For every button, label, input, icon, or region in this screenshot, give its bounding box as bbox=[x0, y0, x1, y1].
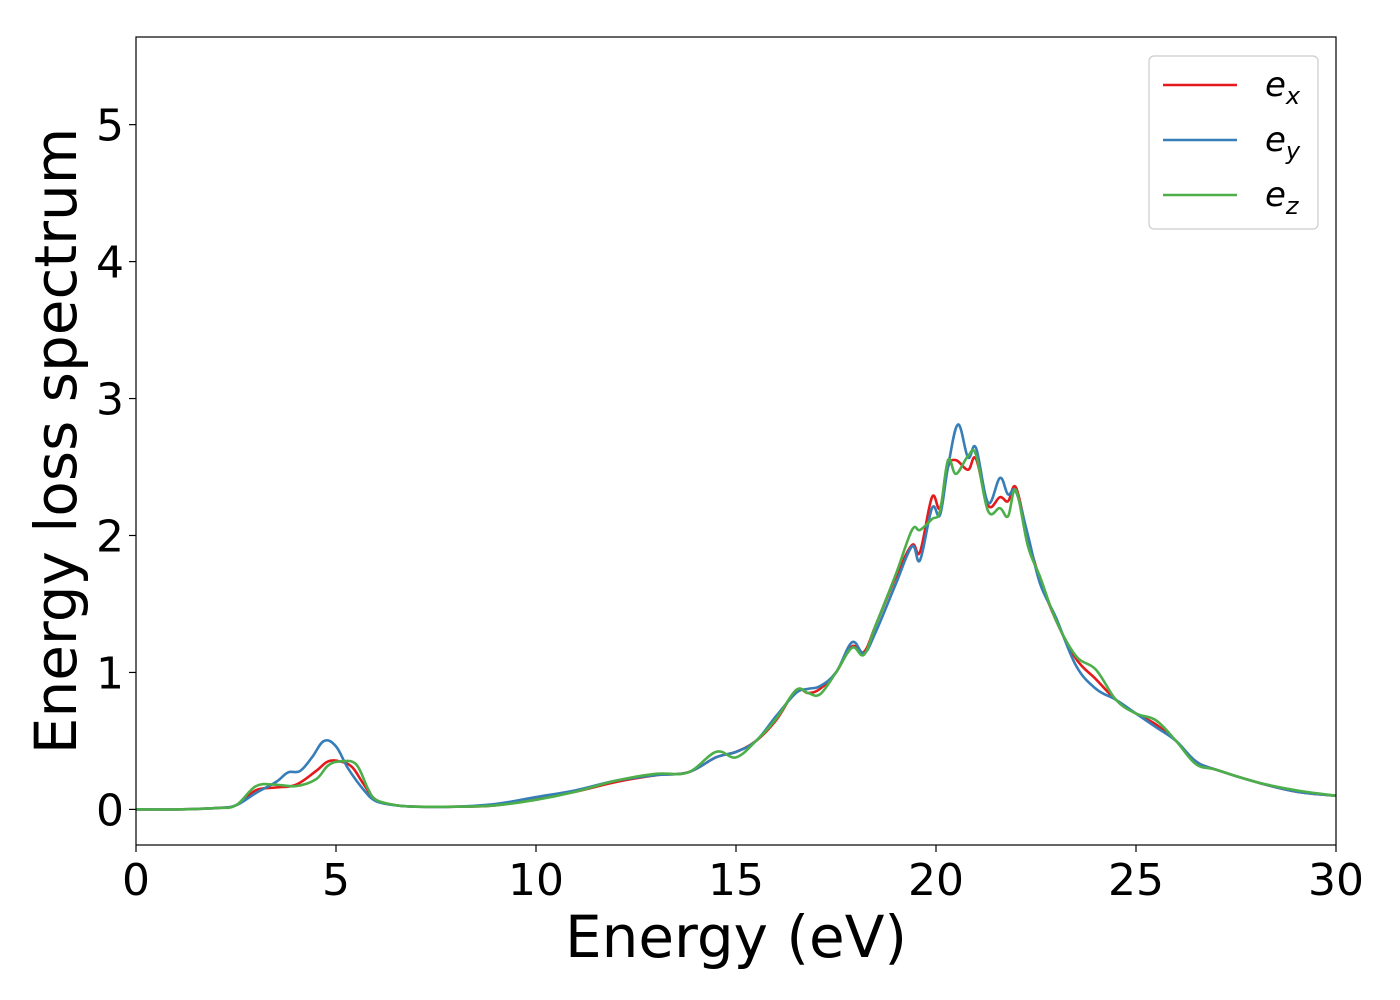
legend-box bbox=[1148, 55, 1319, 230]
y-tick-label: 3 bbox=[96, 375, 124, 426]
x-tick-label: 25 bbox=[1108, 855, 1164, 906]
y-tick-label: 1 bbox=[96, 648, 124, 699]
plot-area bbox=[136, 37, 1336, 845]
legend-label-e_z: ez bbox=[1265, 175, 1300, 220]
y-axis: 0 1 2 3 4 5 bbox=[96, 101, 136, 836]
x-axis-title: Energy (eV) bbox=[565, 903, 907, 971]
y-axis-title: Energy loss spectrum bbox=[22, 128, 90, 754]
series-layer bbox=[135, 423, 1337, 811]
series-line-e_z bbox=[135, 448, 1337, 811]
x-tick-label: 0 bbox=[122, 855, 150, 906]
x-axis: 0 5 10 15 20 25 30 bbox=[122, 845, 1364, 906]
y-tick-label: 0 bbox=[96, 785, 124, 836]
y-tick-label: 5 bbox=[96, 101, 124, 152]
legend-label-e_x: ex bbox=[1265, 65, 1301, 110]
y-tick-label: 4 bbox=[96, 238, 124, 289]
x-tick-label: 10 bbox=[508, 855, 564, 906]
x-tick-label: 15 bbox=[708, 855, 764, 906]
x-tick-label: 5 bbox=[322, 855, 350, 906]
legend: ex ey ez bbox=[1148, 55, 1319, 230]
x-tick-label: 20 bbox=[908, 855, 964, 906]
legend-label-e_y: ey bbox=[1265, 120, 1301, 165]
y-tick-label: 2 bbox=[96, 511, 124, 562]
x-tick-label: 30 bbox=[1308, 855, 1364, 906]
